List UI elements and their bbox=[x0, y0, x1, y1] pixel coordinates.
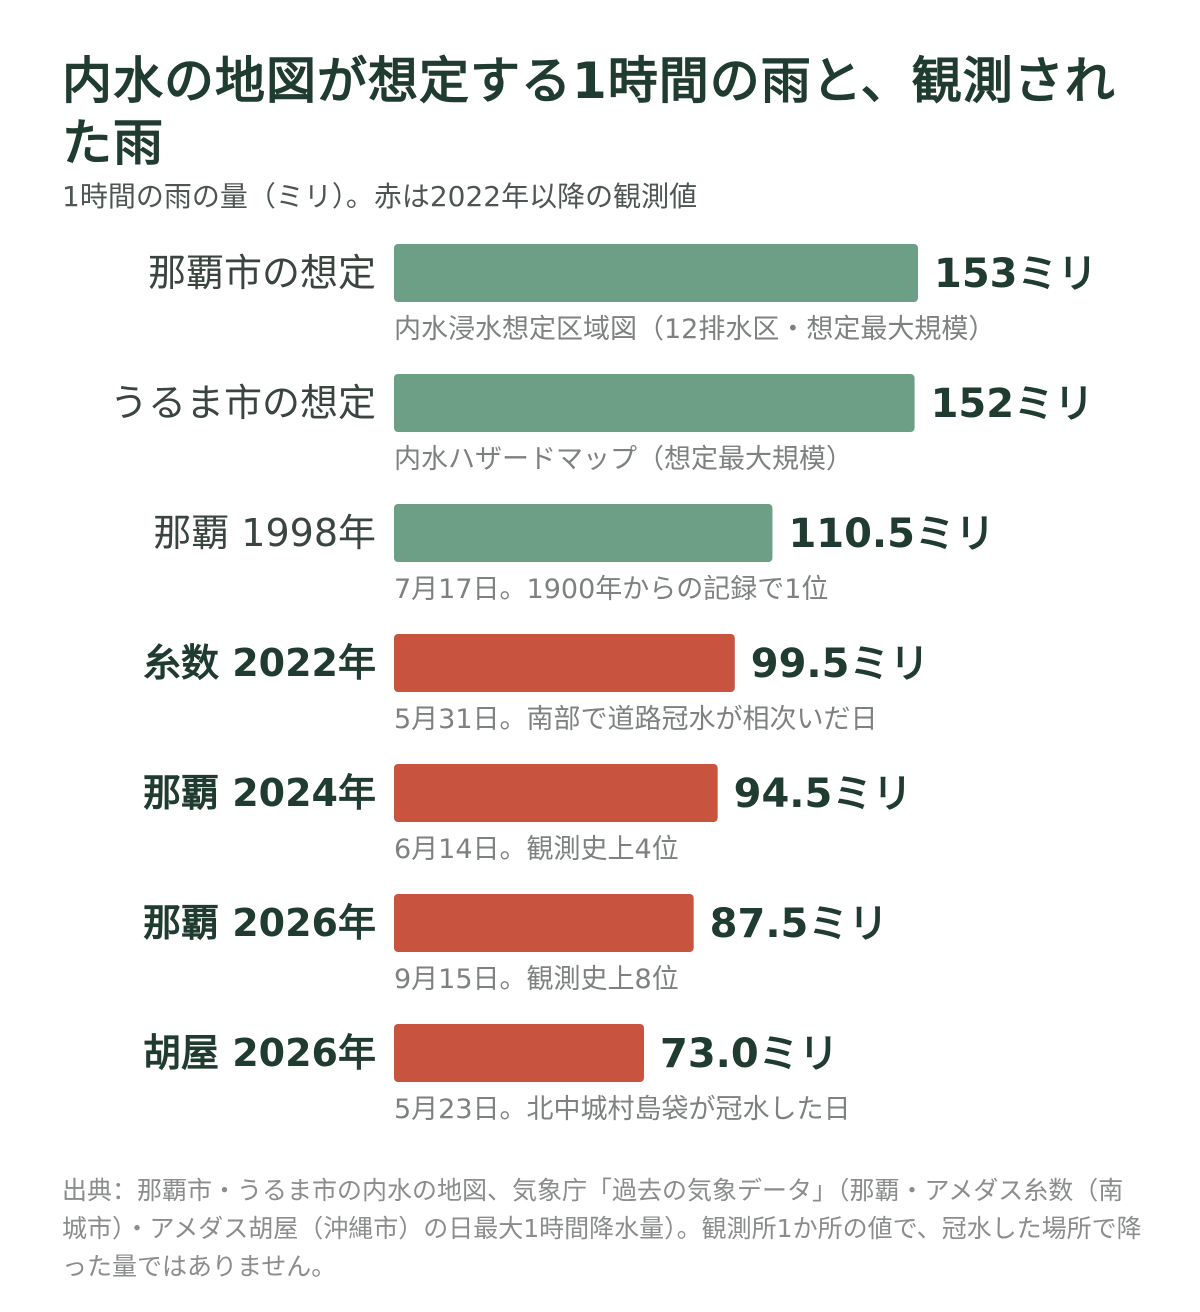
value-label: 153ミリ bbox=[934, 251, 1098, 297]
source-note: 出典：那覇市・うるま市の内水の地図、気象庁「過去の気象データ」（那覇・アメダス糸… bbox=[62, 1176, 1142, 1281]
value-label: 94.5ミリ bbox=[734, 771, 913, 817]
value-label: 152ミリ bbox=[931, 381, 1095, 427]
bar bbox=[394, 634, 735, 692]
bar-note: 内水浸水想定区域図（12排水区・想定最大規模） bbox=[394, 314, 995, 345]
category-label: 糸数 2022年 bbox=[143, 641, 376, 685]
category-label: 胡屋 2026年 bbox=[143, 1031, 376, 1075]
value-label: 87.5ミリ bbox=[710, 901, 889, 947]
bar-note: 7月17日。1900年からの記録で1位 bbox=[394, 574, 828, 605]
bar-note: 5月23日。北中城村島袋が冠水した日 bbox=[394, 1094, 851, 1125]
category-label: 那覇市の想定 bbox=[148, 251, 376, 295]
category-label: 那覇 2026年 bbox=[143, 901, 376, 945]
value-label: 73.0ミリ bbox=[660, 1031, 839, 1077]
chart-title: 内水の地図が想定する1時間の雨と、観測された雨 bbox=[62, 52, 1116, 172]
bar bbox=[394, 764, 718, 822]
category-label: 那覇 2024年 bbox=[143, 771, 376, 815]
bar-note: 9月15日。観測史上8位 bbox=[394, 964, 679, 995]
chart-subtitle: 1時間の雨の量（ミリ）。赤は2022年以降の観測値 bbox=[62, 180, 698, 213]
bar bbox=[394, 374, 915, 432]
bar-note: 6月14日。観測史上4位 bbox=[394, 834, 679, 865]
bar bbox=[394, 244, 918, 302]
bar-note: 5月31日。南部で道路冠水が相次いだ日 bbox=[394, 704, 878, 735]
bar bbox=[394, 894, 694, 952]
category-label: 那覇 1998年 bbox=[153, 511, 376, 555]
bar bbox=[394, 504, 773, 562]
bar bbox=[394, 1024, 645, 1082]
bar-note: 内水ハザードマップ（想定最大規模） bbox=[394, 444, 853, 475]
category-label: うるま市の想定 bbox=[110, 381, 376, 425]
value-label: 110.5ミリ bbox=[788, 511, 995, 557]
value-label: 99.5ミリ bbox=[751, 641, 930, 687]
